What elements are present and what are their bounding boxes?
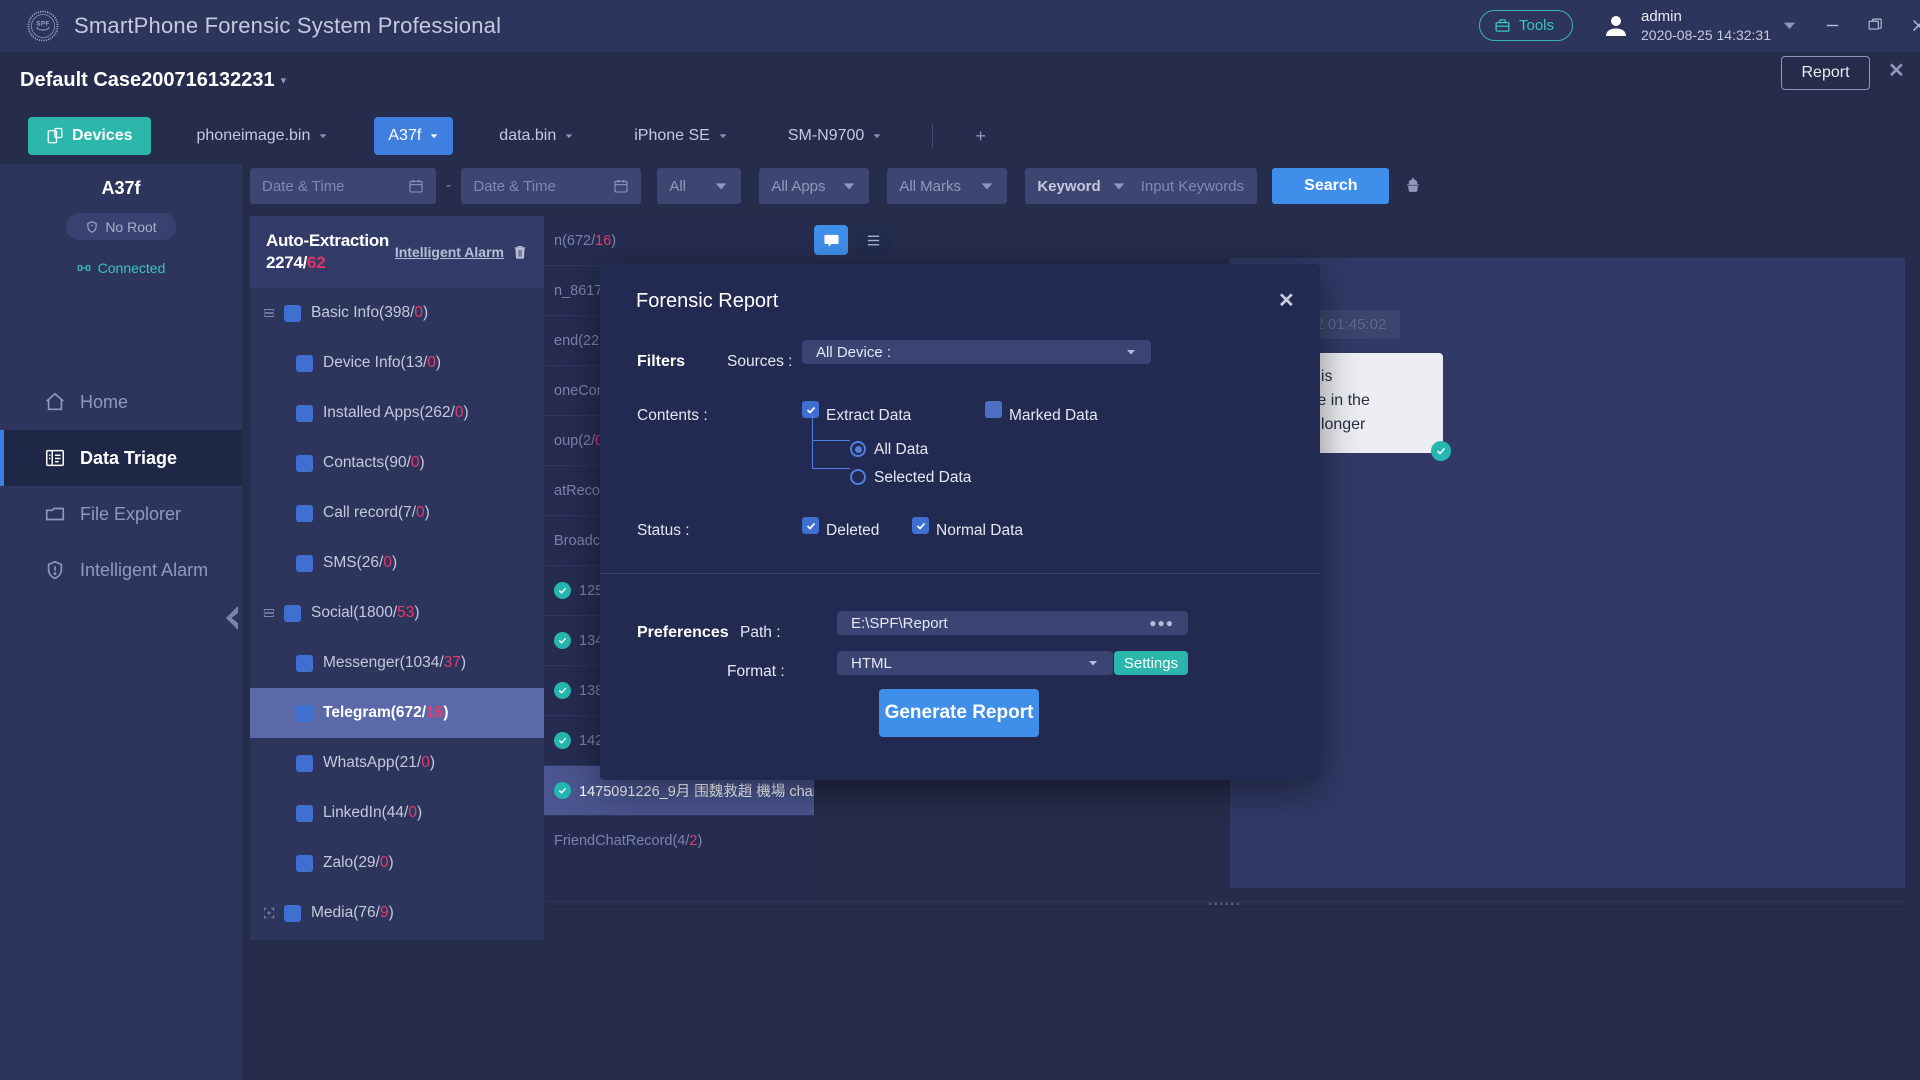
- svg-text:SPF: SPF: [36, 21, 49, 28]
